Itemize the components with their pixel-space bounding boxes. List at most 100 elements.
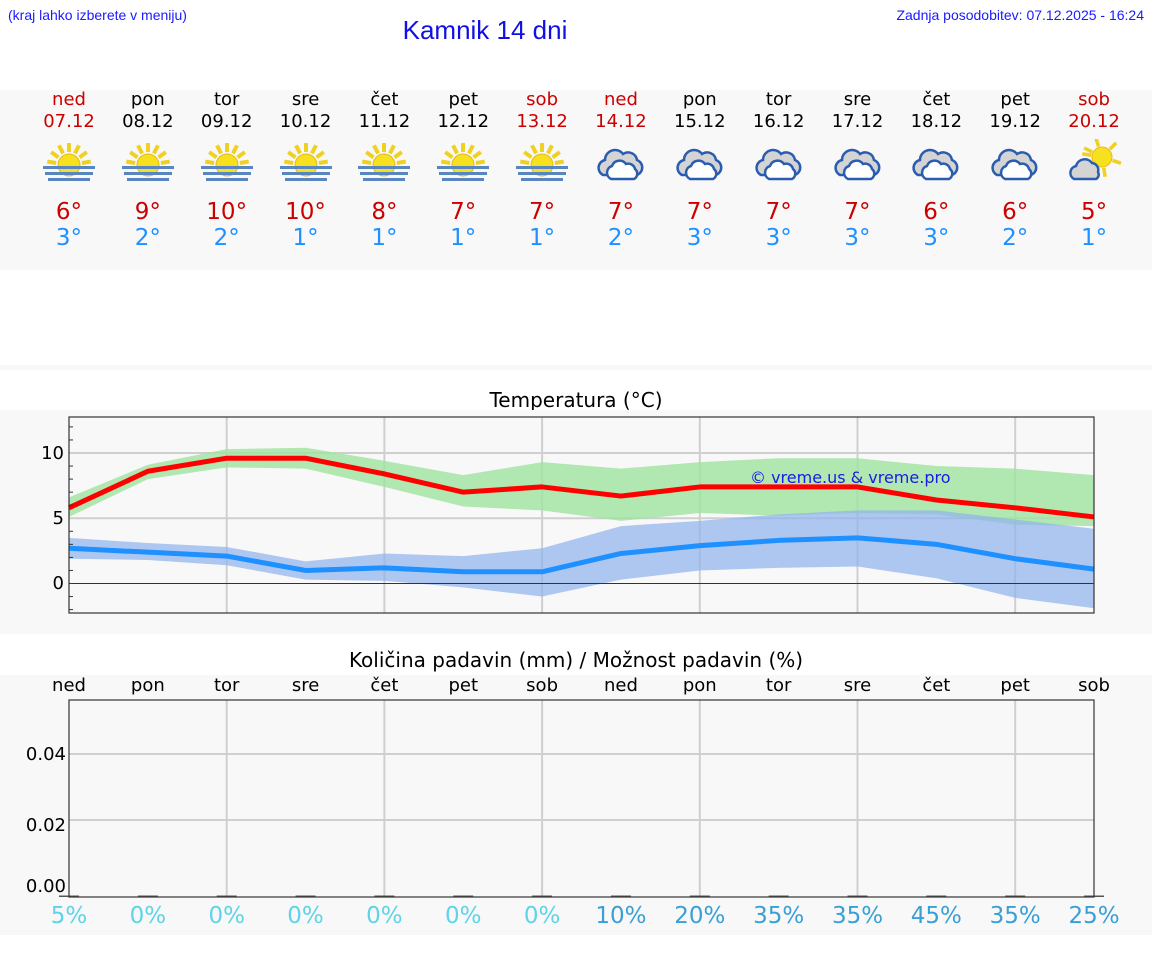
cloudy-icon <box>985 139 1045 185</box>
cloudy-icon <box>670 139 730 185</box>
sun-fog-icon <box>276 139 336 185</box>
temp-min: 2° <box>1002 225 1029 251</box>
precip-chance: 5% <box>50 903 88 929</box>
temp-max: 7° <box>686 199 713 225</box>
precip-chance: 0% <box>445 903 482 929</box>
forecast-day: tor 09.12 10° 2° <box>187 89 267 251</box>
temp-max: 7° <box>607 199 634 225</box>
day-date: 14.12 <box>595 111 647 132</box>
day-name: sob <box>526 89 558 110</box>
precip-day-label: pon <box>130 675 165 696</box>
temp-min: 1° <box>292 225 319 251</box>
sun-fog-icon <box>354 139 414 185</box>
forecast-day: tor 16.12 7° 3° <box>739 89 819 251</box>
temp-max: 6° <box>55 199 83 225</box>
precip-day-label: pet <box>1000 675 1030 696</box>
day-date: 17.12 <box>831 111 884 132</box>
y-tick-10: 10 <box>41 443 64 464</box>
precip-day-label: čet <box>922 675 951 696</box>
day-date: 11.12 <box>358 111 411 132</box>
forecast-day: pon 15.12 7° 3° <box>660 89 740 251</box>
temp-max: 7° <box>529 199 556 225</box>
forecast-day: pon 08.12 9° 2° <box>108 89 188 251</box>
precip-chance: 20% <box>674 903 726 929</box>
temp-max: 9° <box>134 199 161 225</box>
temp-min: 3° <box>923 225 950 251</box>
temp-min: 1° <box>371 225 398 251</box>
temp-max: 10° <box>285 199 326 225</box>
sun-fog-icon <box>118 139 178 185</box>
precip-chance: 0% <box>129 903 167 929</box>
forecast-day: sob 13.12 7° 1° <box>502 89 582 251</box>
day-date: 13.12 <box>516 111 568 132</box>
precip-chance: 0% <box>287 903 324 929</box>
sun-fog-icon <box>433 139 493 185</box>
day-name: čet <box>370 89 399 110</box>
precip-day-label: čet <box>370 675 399 696</box>
cloudy-icon <box>591 139 651 185</box>
day-name: pet <box>448 89 479 110</box>
day-date: 10.12 <box>279 111 332 132</box>
precip-chance: 25% <box>1068 903 1120 929</box>
precip-chance: 0% <box>523 903 561 929</box>
precip-y-tick-004: 0.04 <box>25 744 66 765</box>
forecast-day: sre 17.12 7° 3° <box>818 89 898 251</box>
temperature-chart-title: Temperatura (°C) <box>489 388 663 412</box>
precip-day-label: sob <box>1078 675 1110 696</box>
precip-y-tick-002: 0.02 <box>25 815 66 836</box>
forecast-day: ned 14.12 7° 2° <box>581 89 661 251</box>
day-date: 09.12 <box>200 111 253 132</box>
last-updated: Zadnja posodobitev: 07.12.2025 - 16:24 <box>896 7 1144 23</box>
forecast-day: pet 12.12 7° 1° <box>423 89 503 251</box>
day-date: 18.12 <box>910 111 963 132</box>
location-hint: (kraj lahko izberete v meniju) <box>8 7 187 23</box>
temp-max: 7° <box>765 199 792 225</box>
forecast-day: pet 19.12 6° 2° <box>975 89 1055 251</box>
temp-max: 6° <box>923 199 950 225</box>
forecast-day: ned 07.12 6° 3° <box>29 89 109 251</box>
precip-chance: 45% <box>910 903 962 929</box>
day-date: 12.12 <box>437 111 490 132</box>
temp-min: 3° <box>765 225 792 251</box>
day-name: čet <box>922 89 951 110</box>
temp-max: 7° <box>450 199 477 225</box>
forecast-day: čet 18.12 6° 3° <box>896 89 976 251</box>
precipitation-chart-title: Količina padavin (mm) / Možnost padavin … <box>348 648 804 672</box>
temp-min: 2° <box>607 225 634 251</box>
temp-min: 1° <box>1080 225 1108 251</box>
day-name: ned <box>52 89 86 110</box>
precip-day-label: pon <box>682 675 717 696</box>
day-name: pon <box>130 89 165 110</box>
day-name: tor <box>765 89 792 110</box>
day-name: pet <box>1000 89 1030 110</box>
temp-max: 7° <box>844 199 871 225</box>
temp-max: 5° <box>1080 199 1108 225</box>
day-name: ned <box>603 89 638 110</box>
temp-max: 6° <box>1002 199 1029 225</box>
precip-chance: 0% <box>366 903 403 929</box>
day-name: sob <box>1078 89 1110 110</box>
day-date: 15.12 <box>674 111 726 132</box>
temp-min: 1° <box>450 225 477 251</box>
page-title: Kamnik 14 dni <box>402 15 568 45</box>
forecast-day: sob 20.12 5° 1° <box>1054 89 1134 251</box>
cloudy-icon <box>749 139 809 185</box>
temp-min: 3° <box>844 225 871 251</box>
day-date: 07.12 <box>43 111 95 132</box>
day-name: sre <box>291 89 320 110</box>
partly-cloudy-icon <box>1064 137 1124 185</box>
precip-day-label: ned <box>603 675 638 696</box>
precip-day-label: sre <box>291 675 320 696</box>
precip-chance: 0% <box>208 903 245 929</box>
sun-fog-icon <box>197 139 257 185</box>
temp-min: 1° <box>529 225 556 251</box>
precip-day-label: tor <box>213 675 240 696</box>
precip-day-label: pet <box>448 675 479 696</box>
day-date: 08.12 <box>122 111 174 132</box>
day-date: 19.12 <box>989 111 1041 132</box>
cloudy-icon <box>828 139 888 185</box>
temp-max: 8° <box>371 199 398 225</box>
cloudy-icon <box>906 139 966 185</box>
sun-fog-icon <box>512 139 572 185</box>
